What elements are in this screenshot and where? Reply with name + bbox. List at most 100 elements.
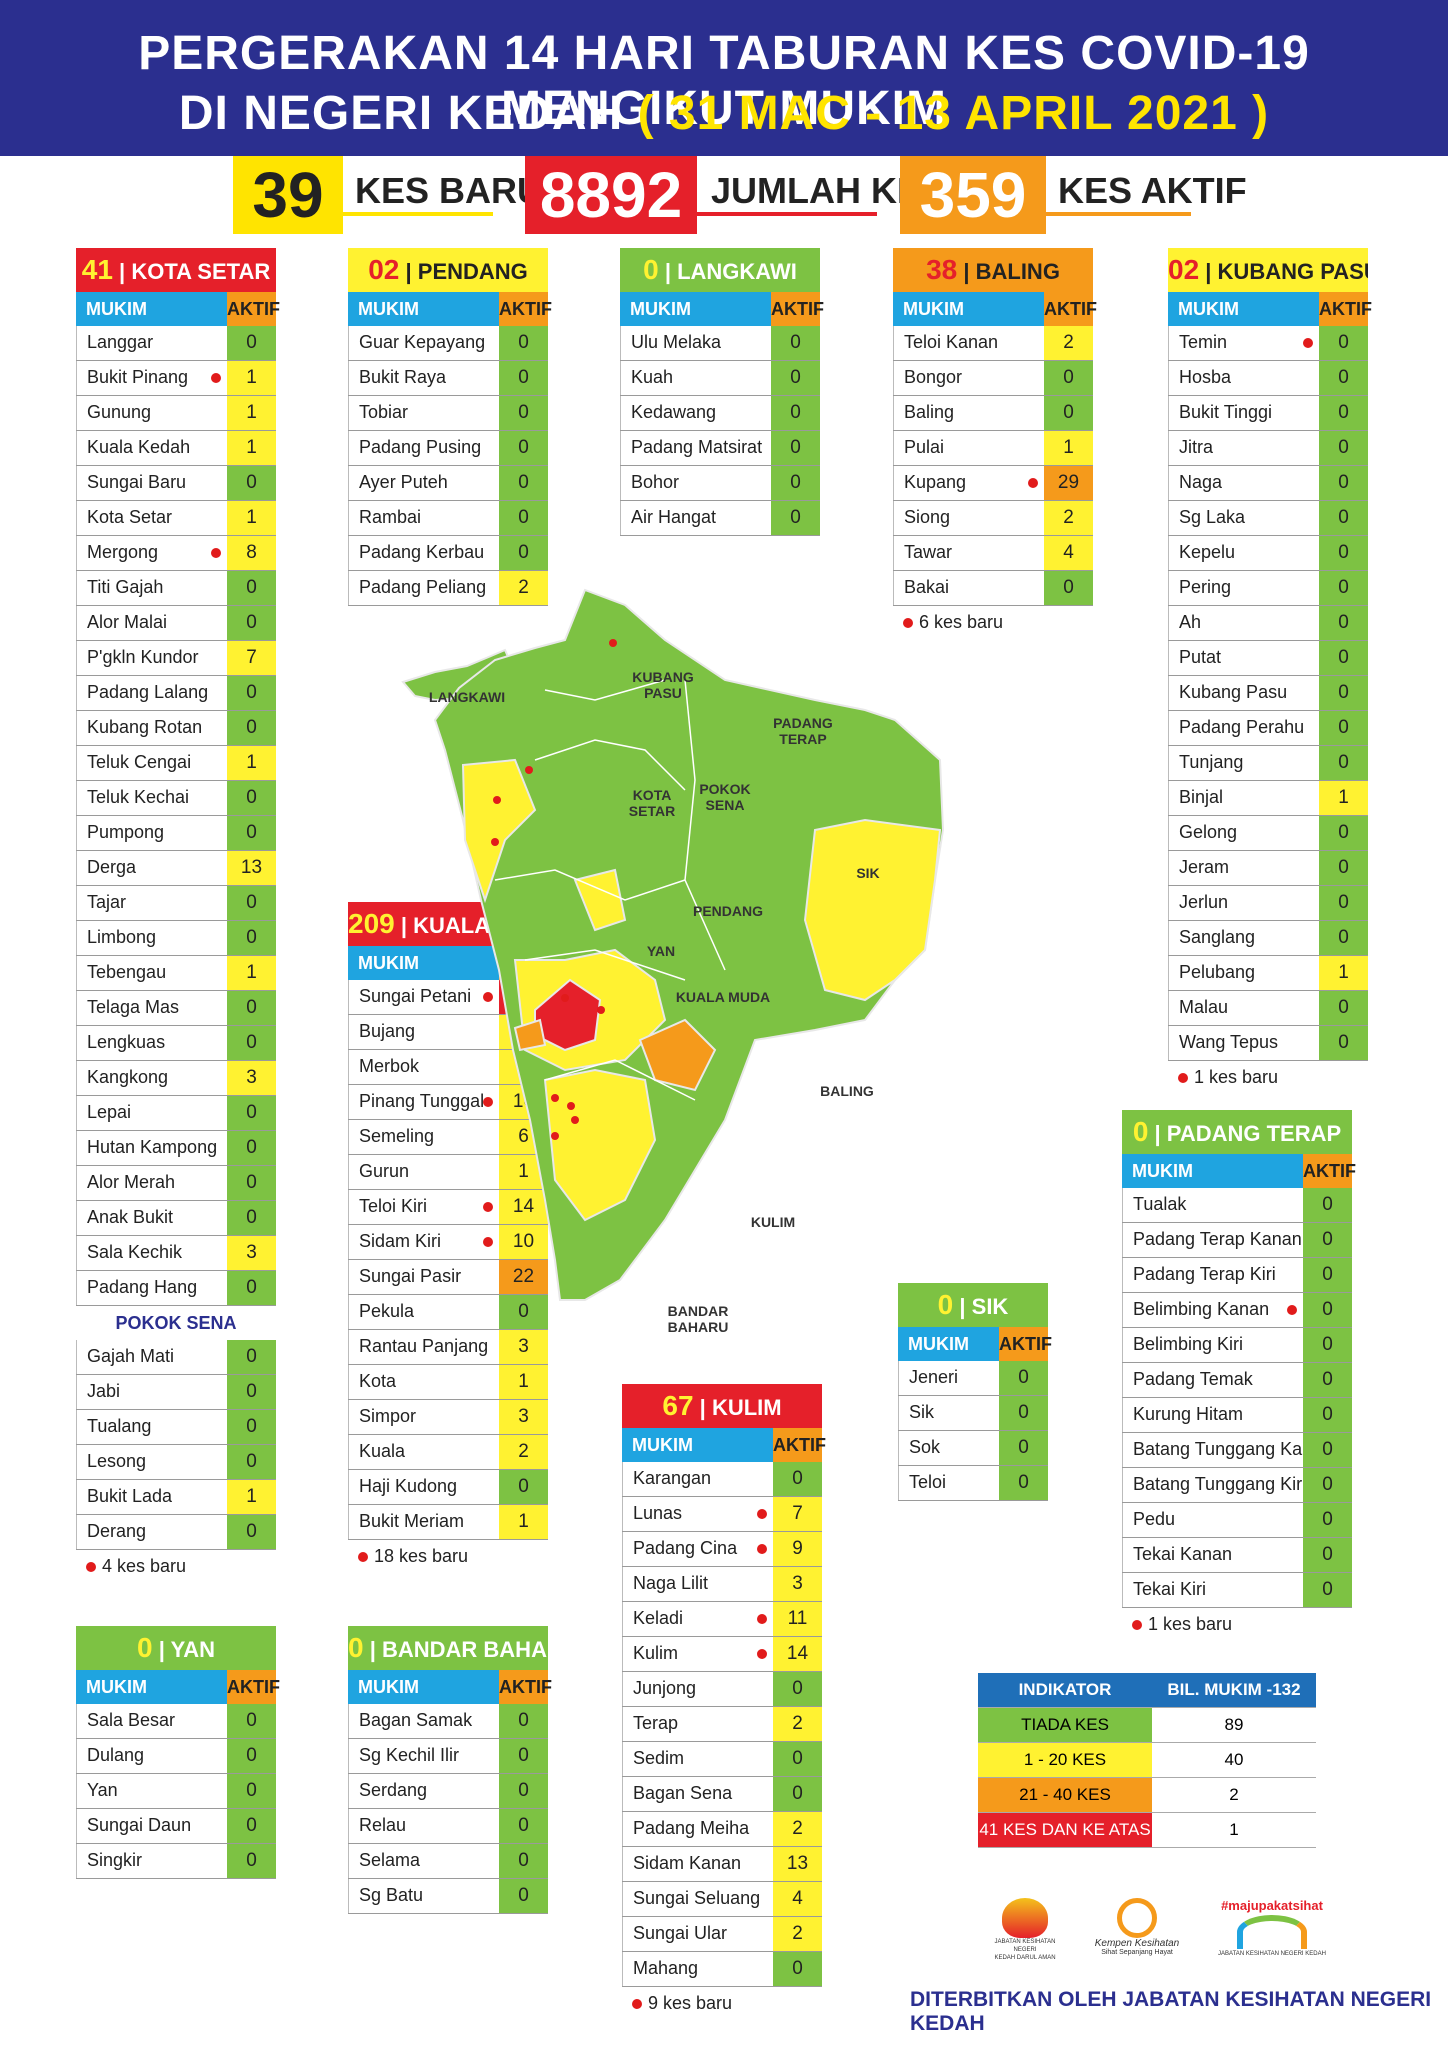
table-row: Lunas 7 [622, 1497, 822, 1532]
table-row: Lepai 0 [76, 1096, 276, 1131]
new-case-dot-icon [358, 1552, 368, 1562]
aktif-value: 0 [1319, 466, 1368, 500]
mukim-name: Sungai Petani [348, 980, 499, 1014]
table-row: Bukit Tinggi 0 [1168, 396, 1368, 431]
aktif-value: 2 [773, 1707, 822, 1741]
district-case-count: 0 [137, 1632, 153, 1663]
mukim-name: Kulim [622, 1637, 773, 1671]
header-title-line1: PERGERAKAN 14 HARI TABURAN KES COVID-19 … [138, 27, 1310, 135]
table-row: Kota Setar 1 [76, 501, 276, 536]
aktif-value: 0 [499, 326, 548, 360]
aktif-value: 0 [227, 816, 276, 850]
aktif-value: 0 [227, 886, 276, 920]
table-row: Padang Cina 9 [622, 1532, 822, 1567]
table-row: Sidam Kiri 10 [348, 1225, 548, 1260]
district-title: 38 | BALING [893, 248, 1093, 292]
mukim-name: Kurung Hitam [1122, 1398, 1303, 1432]
column-mukim: MUKIM [903, 299, 964, 319]
mukim-name: Bagan Sena [622, 1777, 773, 1811]
aktif-value: 0 [1319, 746, 1368, 780]
new-case-dot-icon [757, 1544, 767, 1554]
district-title: 0 | LANGKAWI [620, 248, 820, 292]
legend-count: 2 [1229, 1785, 1239, 1804]
district-title: 0 | YAN [76, 1626, 276, 1670]
district-case-count: 02 [1168, 254, 1200, 285]
table-row: Derga 13 [76, 851, 276, 886]
mukim-name: Mergong [76, 536, 227, 570]
district-pendang: 02 | PENDANG MUKIM AKTIF Guar Kepayang 0 Buki… [348, 248, 552, 606]
mukim-name: Padang Hang [76, 1271, 227, 1305]
aktif-value: 0 [227, 1774, 276, 1808]
aktif-value: 0 [1044, 361, 1093, 395]
aktif-value: 8 [227, 536, 276, 570]
legend-indicator: 21 - 40 KES [978, 1778, 1152, 1812]
mukim-name: Padang Perahu [1168, 711, 1319, 745]
new-cases-note: 4 kes baru [76, 1550, 276, 1582]
aktif-value: 9 [773, 1532, 822, 1566]
new-cases-note: 9 kes baru [622, 1987, 822, 2019]
mukim-name: Gelong [1168, 816, 1319, 850]
table-row: Derang 0 [76, 1515, 276, 1550]
new-case-dot-icon [483, 1097, 493, 1107]
mukim-name: Lesong [76, 1445, 227, 1479]
mukim-name: Kuala [348, 1435, 499, 1469]
aktif-value: 0 [773, 1777, 822, 1811]
aktif-value: 0 [1319, 711, 1368, 745]
new-case-dot-icon [483, 1237, 493, 1247]
table-row: Bukit Pinang 1 [76, 361, 276, 396]
mukim-name: Padang Cina [622, 1532, 773, 1566]
mukim-name: Rantau Panjang [348, 1330, 499, 1364]
table-row: Kuala 2 [348, 1435, 548, 1470]
legend-row: TIADA KES 89 [978, 1708, 1316, 1743]
column-aktif: AKTIF [1319, 292, 1372, 326]
mukim-name: Bujang [348, 1015, 499, 1049]
stat-jumlah-kes: 8892 JUMLAH KES [525, 156, 945, 234]
aktif-value: 0 [1319, 431, 1368, 465]
column-mukim: MUKIM [908, 1334, 969, 1354]
aktif-value: 14 [499, 1190, 548, 1224]
mukim-name: Tualang [76, 1410, 227, 1444]
table-row: Ulu Melaka 0 [620, 326, 820, 361]
mukim-name: Kedawang [620, 396, 771, 430]
table-row: Terap 2 [622, 1707, 822, 1742]
mukim-name: Terap [622, 1707, 773, 1741]
legend-indicator: 41 KES DAN KE ATAS [978, 1813, 1152, 1847]
aktif-value: 0 [1319, 361, 1368, 395]
district-title-separator: | [112, 259, 132, 284]
table-row: Temin 0 [1168, 326, 1368, 361]
table-header: MUKIM AKTIF [893, 292, 1097, 326]
aktif-value: 0 [1319, 991, 1368, 1025]
table-row: Padang Peliang 2 [348, 571, 548, 606]
legend-row: 1 - 20 KES 40 [978, 1743, 1316, 1778]
aktif-value: 0 [771, 361, 820, 395]
mukim-name: Kuah [620, 361, 771, 395]
table-row: Dulang 0 [76, 1739, 276, 1774]
aktif-value: 3 [227, 1236, 276, 1270]
legend-table: INDIKATOR BIL. MUKIM -132 TIADA KES 89 1 -… [978, 1673, 1316, 1848]
table-row: Kuah 0 [620, 361, 820, 396]
table-row: Ah 0 [1168, 606, 1368, 641]
jkn-crest-logo: JABATAN KESIHATAN NEGERI KEDAH DARUL AMA… [985, 1898, 1065, 1978]
mukim-name: Kota [348, 1365, 499, 1399]
majupakatsihat-hashtag: #majupakatsihat [1221, 1898, 1323, 1913]
aktif-value: 0 [499, 1844, 548, 1878]
mukim-name: Telaga Mas [76, 991, 227, 1025]
table-row: Sungai Daun 0 [76, 1809, 276, 1844]
aktif-value: 1 [227, 431, 276, 465]
new-cases-text: 1 kes baru [1148, 1614, 1233, 1634]
aktif-value: 1 [499, 1365, 548, 1399]
mukim-name: Padang Temak [1122, 1363, 1303, 1397]
header-date-range: ( 31 MAC - 13 APRIL 2021 ) [637, 87, 1270, 140]
mukim-name: Serdang [348, 1774, 499, 1808]
aktif-value: 0 [227, 1375, 276, 1409]
mukim-name: Derga [76, 851, 227, 885]
mukim-name: Ayer Puteh [348, 466, 499, 500]
mukim-name: Guar Kepayang [348, 326, 499, 360]
aktif-value: 0 [227, 1445, 276, 1479]
aktif-value: 0 [499, 1704, 548, 1738]
kempen-caption-2: Sihat Sepanjang Hayat [1101, 1949, 1173, 1956]
table-row: Simpor 3 [348, 1400, 548, 1435]
map-boundaries [494, 679, 726, 1101]
aktif-value: 0 [499, 1809, 548, 1843]
mukim-name: Tajar [76, 886, 227, 920]
